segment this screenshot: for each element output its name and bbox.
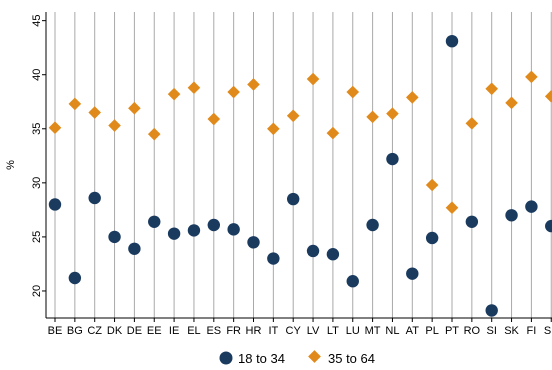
x-tick-label-el: EL xyxy=(187,325,200,337)
point-18-to-34-si xyxy=(485,304,498,317)
point-18-to-34-el xyxy=(187,224,201,237)
x-tick-label-ro: RO xyxy=(464,325,481,337)
point-18-to-34-es xyxy=(207,218,220,232)
x-tick-label-bg: BG xyxy=(67,325,83,337)
point-18-to-34-fr xyxy=(227,223,240,236)
point-18-to-34-ee xyxy=(148,215,161,228)
point-18-to-34-be xyxy=(48,198,62,211)
x-tick-label-es: ES xyxy=(206,325,221,337)
point-35-to-64-se xyxy=(544,90,552,103)
y-tick-label-40: 40 xyxy=(31,69,43,81)
x-tick-label-mt: MT xyxy=(365,325,381,337)
point-18-to-34-pl xyxy=(425,231,439,245)
x-tick-label-dk: DK xyxy=(107,325,123,337)
x-tick-label-be: BE xyxy=(48,325,63,337)
point-18-to-34-pt xyxy=(445,34,459,48)
x-tick-label-it: IT xyxy=(268,325,278,337)
y-ticks: 20 25 30 35 40 45 xyxy=(31,15,46,297)
legend-label-35-to-64: 35 to 64 xyxy=(328,351,375,366)
y-tick-label-20: 20 xyxy=(31,285,43,297)
x-tick-label-hr: HR xyxy=(246,325,262,337)
point-35-to-64-pl xyxy=(425,178,439,192)
point-35-to-64-cy xyxy=(286,109,300,123)
point-18-to-34-cy xyxy=(287,192,300,206)
point-18-to-34-bg xyxy=(68,271,82,285)
x-tick-label-nl: NL xyxy=(385,325,399,337)
point-35-to-64-ie xyxy=(167,87,181,101)
point-18-to-34-fi xyxy=(525,200,538,213)
point-35-to-64-cz xyxy=(88,106,101,119)
point-18-to-34-ie xyxy=(167,227,181,240)
point-35-to-64-ee xyxy=(147,127,161,141)
legend-label-18-to-34: 18 to 34 xyxy=(238,351,285,366)
point-35-to-64-dk xyxy=(108,119,121,132)
y-tick-label-35: 35 xyxy=(31,123,43,135)
point-35-to-64-si xyxy=(485,82,498,96)
point-18-to-34-se xyxy=(545,219,552,233)
legend-marker-18-to-34 xyxy=(219,351,233,365)
point-18-to-34-cz xyxy=(88,191,101,205)
point-18-to-34-mt xyxy=(366,218,379,232)
data-marks xyxy=(48,34,552,317)
point-35-to-64-mt xyxy=(366,110,379,124)
point-35-to-64-lv xyxy=(306,72,320,86)
point-35-to-64-fr xyxy=(227,85,240,99)
y-tick-label-30: 30 xyxy=(31,177,43,189)
x-tick-label-se: SE xyxy=(544,325,552,337)
point-35-to-64-ro xyxy=(465,117,479,130)
legend-marker-35-to-64 xyxy=(308,350,321,363)
point-35-to-64-bg xyxy=(68,97,82,111)
x-tick-label-lt: LT xyxy=(327,325,339,337)
point-18-to-34-hr xyxy=(247,236,260,249)
x-tick-label-ie: IE xyxy=(169,325,179,337)
point-18-to-34-it xyxy=(267,252,280,265)
x-tick-label-lu: LU xyxy=(346,325,360,337)
y-tick-label-45: 45 xyxy=(31,15,43,27)
x-tick-label-fr: FR xyxy=(226,325,241,337)
x-tick-label-ee: EE xyxy=(147,325,162,337)
point-35-to-64-be xyxy=(48,121,62,134)
axes xyxy=(45,12,552,319)
x-tick-label-at: AT xyxy=(406,325,420,337)
point-18-to-34-at xyxy=(406,267,419,280)
x-tick-label-fi: FI xyxy=(527,325,537,337)
point-35-to-64-lu xyxy=(346,85,360,99)
point-18-to-34-lv xyxy=(306,244,320,258)
point-18-to-34-nl xyxy=(386,152,399,166)
y-tick-label-25: 25 xyxy=(31,231,43,243)
point-35-to-64-de xyxy=(128,101,141,115)
legend: 18 to 34 35 to 64 xyxy=(219,350,375,366)
x-tick-label-pl: PL xyxy=(425,325,438,337)
x-tick-label-cy: CY xyxy=(286,325,302,337)
point-35-to-64-it xyxy=(267,122,280,136)
point-18-to-34-lu xyxy=(346,275,359,288)
point-18-to-34-ro xyxy=(465,215,479,228)
x-tick-label-cz: CZ xyxy=(87,325,102,337)
x-ticks: BE BG CZ DK DE EE IE EL ES FR HR IT CY LV LT LU MT NL AT PL… xyxy=(48,318,552,337)
point-35-to-64-lt xyxy=(326,126,340,140)
point-18-to-34-lt xyxy=(326,248,340,261)
x-tick-label-sk: SK xyxy=(504,325,519,337)
point-35-to-64-nl xyxy=(386,107,399,120)
x-tick-label-lv: LV xyxy=(307,325,320,337)
point-18-to-34-sk xyxy=(505,209,518,222)
point-35-to-64-el xyxy=(187,81,201,94)
point-35-to-64-es xyxy=(207,112,221,126)
point-35-to-64-hr xyxy=(247,78,260,91)
point-35-to-64-sk xyxy=(505,96,518,110)
point-35-to-64-at xyxy=(406,91,419,104)
x-tick-label-pt: PT xyxy=(445,325,459,337)
point-35-to-64-pt xyxy=(445,201,459,215)
point-18-to-34-de xyxy=(128,242,141,255)
point-18-to-34-dk xyxy=(108,230,121,244)
category-stems xyxy=(54,12,552,318)
point-35-to-64-fi xyxy=(525,70,538,84)
y-axis-label: % xyxy=(5,160,17,170)
x-tick-label-de: DE xyxy=(127,325,142,337)
x-tick-label-si: SI xyxy=(486,325,496,337)
